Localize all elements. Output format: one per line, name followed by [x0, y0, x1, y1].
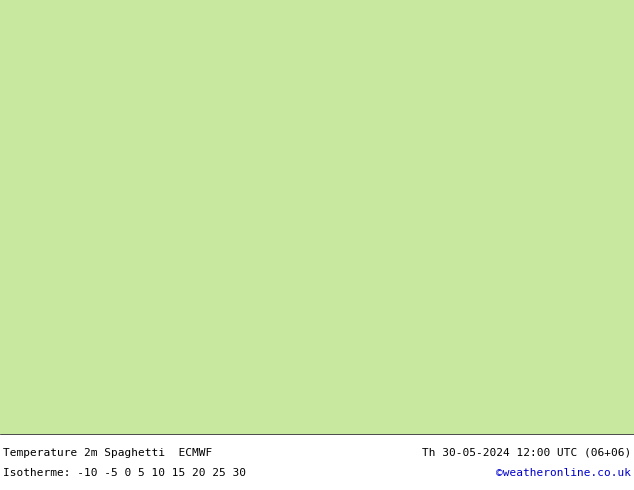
Text: Th 30-05-2024 12:00 UTC (06+06): Th 30-05-2024 12:00 UTC (06+06) [422, 448, 631, 458]
Text: Isotherme: -10 -5 0 5 10 15 20 25 30: Isotherme: -10 -5 0 5 10 15 20 25 30 [3, 468, 246, 478]
Text: ©weatheronline.co.uk: ©weatheronline.co.uk [496, 468, 631, 478]
Text: Temperature 2m Spaghetti  ECMWF: Temperature 2m Spaghetti ECMWF [3, 448, 212, 458]
